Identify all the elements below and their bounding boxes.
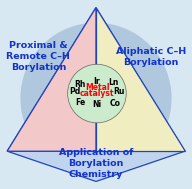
Text: catalyst: catalyst [80,89,115,98]
Text: Aliphatic C–H
Borylation: Aliphatic C–H Borylation [116,47,186,67]
Text: Fe: Fe [75,98,85,107]
Text: Proximal &
Remote C–H
Borylation: Proximal & Remote C–H Borylation [6,41,70,72]
Text: Ir: Ir [94,77,100,86]
Polygon shape [96,8,185,151]
Circle shape [20,23,172,174]
Text: Ln: Ln [108,78,118,87]
Text: Rh: Rh [74,80,86,89]
Text: Ru: Ru [113,87,124,96]
Text: Co: Co [109,98,120,108]
Text: Ni: Ni [92,100,102,109]
Polygon shape [7,8,96,151]
Text: Metal: Metal [85,83,110,92]
Text: Application of
Borylation
Chemistry: Application of Borylation Chemistry [59,148,133,179]
Polygon shape [7,151,185,181]
Text: Pd: Pd [70,87,81,96]
Polygon shape [7,8,185,151]
Circle shape [68,64,126,123]
